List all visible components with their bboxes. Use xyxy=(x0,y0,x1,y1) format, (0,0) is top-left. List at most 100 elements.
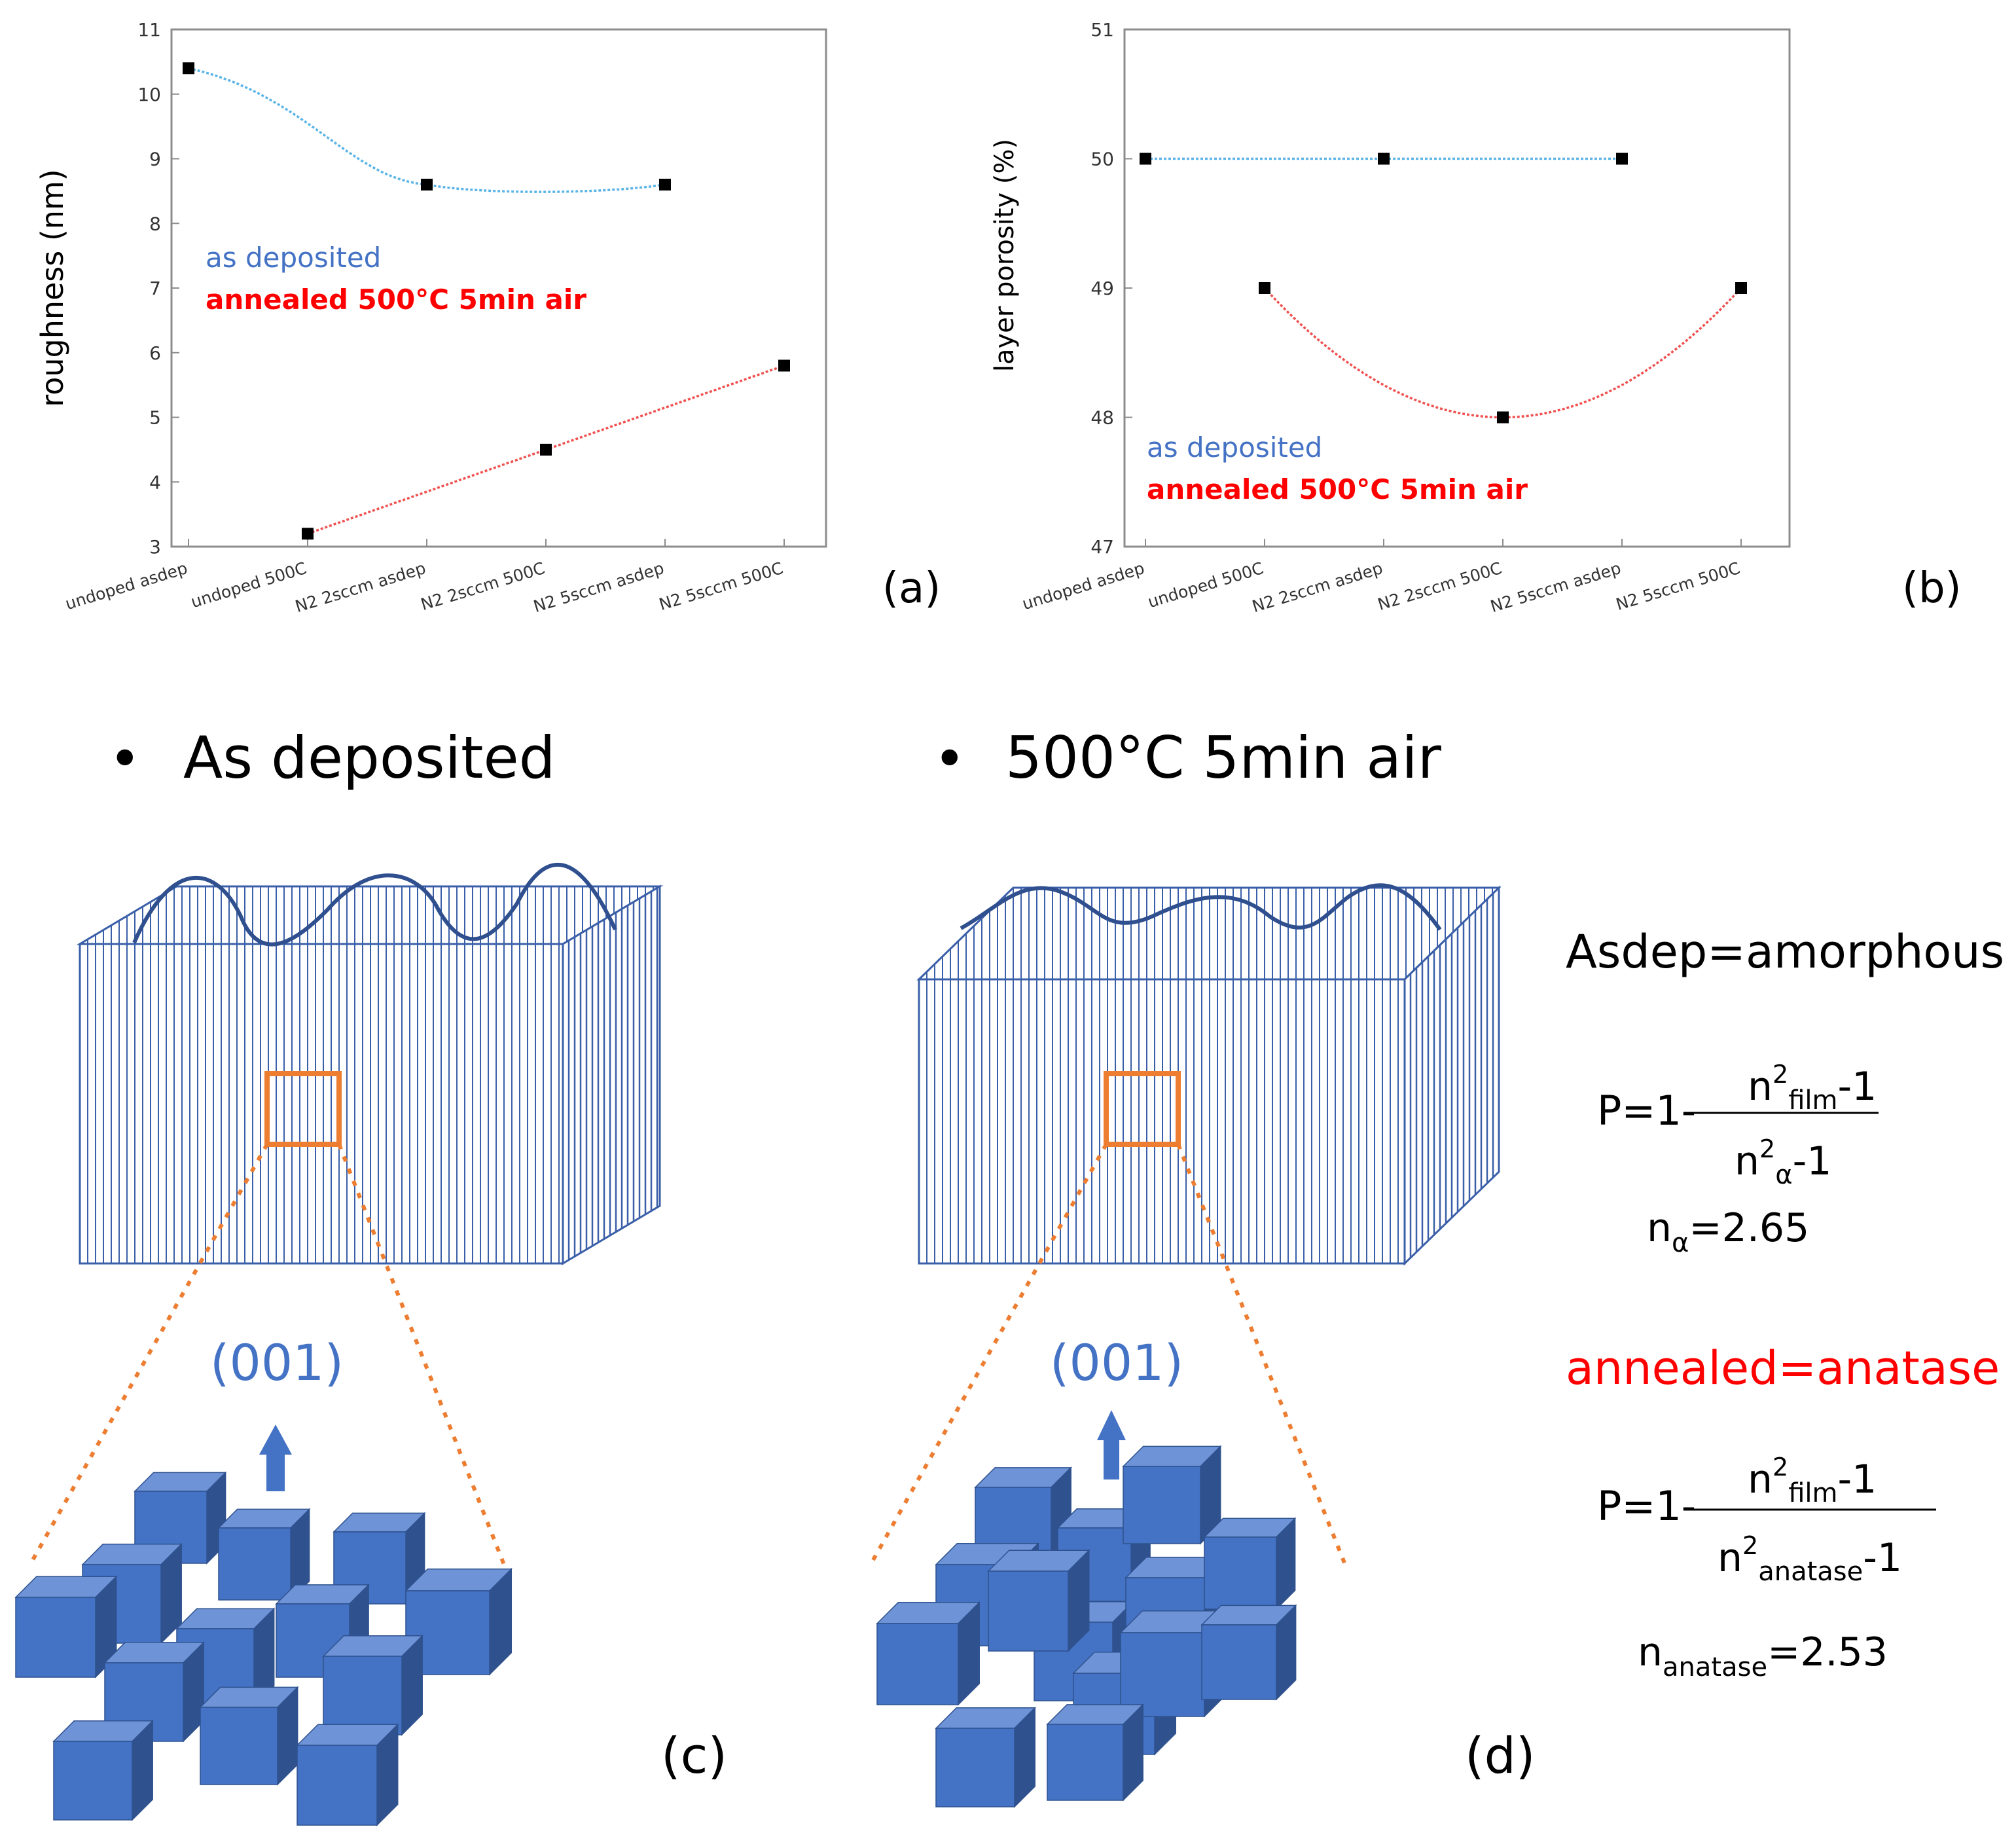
y-tick-label: 47 xyxy=(1090,536,1114,558)
smooth-surface-curve-d xyxy=(960,883,1442,931)
data-point-marker xyxy=(302,528,314,540)
data-point-marker xyxy=(1497,411,1509,424)
y-tick-label: 48 xyxy=(1090,407,1114,429)
cube-front xyxy=(200,1707,278,1785)
chart-a-roughness: roughness (nm) 3 4 5 6 7 8 9 10 11 undoped asdep… xyxy=(35,19,941,616)
data-point-marker xyxy=(540,443,552,456)
y-tick-label: 51 xyxy=(1090,19,1114,41)
data-point-marker xyxy=(421,179,433,191)
x-tick-label: N2 5sccm 500C xyxy=(657,558,785,614)
y-tick-label: 9 xyxy=(149,149,161,170)
block-front-face xyxy=(79,943,564,1265)
x-tick-label: N2 2sccm asdep xyxy=(293,558,428,616)
cube-front xyxy=(876,1623,959,1705)
y-tick-label: 11 xyxy=(137,19,161,41)
arrow-up-icon-c xyxy=(259,1425,292,1491)
y-tick-label: 50 xyxy=(1090,149,1114,170)
zoom-line-c-right xyxy=(337,1143,506,1566)
y-tick-label: 5 xyxy=(149,407,161,429)
x-tick-label: undoped asdep xyxy=(63,558,189,613)
formula1-denominator: n2α-1 xyxy=(1735,1134,1831,1190)
formula2-numerator: n2film-1 xyxy=(1748,1453,1877,1508)
cube-front xyxy=(1123,1466,1201,1544)
crystallite-cubes-d xyxy=(876,1445,1297,1808)
chart-b-y-axis-label: layer porosity (%) xyxy=(990,139,1020,372)
panel-label-d: (d) xyxy=(1465,1726,1536,1785)
bullet-d: • xyxy=(933,727,966,791)
crystallite-cubes-c xyxy=(14,1471,513,1826)
cube-front xyxy=(53,1741,133,1821)
data-point-marker xyxy=(1378,153,1390,165)
data-point-marker xyxy=(659,179,671,191)
cube-front xyxy=(323,1656,403,1735)
formula-block: Asdep=amorphous P=1- n2film-1 n2α-1 nα=2… xyxy=(1566,925,2004,1682)
x-tick-label: N2 2sccm asdep xyxy=(1250,558,1385,616)
film-block-as-deposited xyxy=(76,884,664,1265)
data-point-marker xyxy=(183,62,194,75)
x-tick-label: N2 2sccm 500C xyxy=(1375,558,1503,614)
y-tick-label: 7 xyxy=(149,278,161,299)
x-tick-label: N2 2sccm 500C xyxy=(418,558,547,614)
panel-label-a: (a) xyxy=(882,564,941,613)
rough-surface-curve-c xyxy=(132,862,617,947)
data-point-marker xyxy=(1735,282,1747,294)
cube-front xyxy=(1204,1536,1277,1610)
arrow-up-icon-d xyxy=(1097,1410,1126,1479)
series-line-0 xyxy=(188,67,666,193)
chart-b-legend-annealed: annealed 500°C 5min air xyxy=(1147,473,1528,505)
chart-b-plot-frame xyxy=(1123,28,1791,548)
y-tick-label: 6 xyxy=(149,342,161,364)
chart-a-y-axis-label: roughness (nm) xyxy=(35,169,70,407)
zoom-line-d-right xyxy=(1176,1143,1347,1566)
chart-a-legend-as-deposited: as deposited xyxy=(206,242,381,274)
cube-front xyxy=(988,1570,1069,1652)
chart-a-series xyxy=(183,62,790,540)
series-line-1 xyxy=(1263,287,1742,419)
n-anatase-value: nanatase=2.53 xyxy=(1638,1629,1888,1682)
y-tick-label: 3 xyxy=(149,536,161,558)
x-tick-label: undoped 500C xyxy=(1145,558,1266,611)
asdep-heading: Asdep=amorphous xyxy=(1566,925,2004,979)
x-tick-label: undoped 500C xyxy=(189,558,309,611)
cube-front xyxy=(15,1597,96,1678)
formula1-prefix: P=1- xyxy=(1597,1087,1696,1134)
x-tick-label: N2 5sccm asdep xyxy=(1488,558,1623,616)
panel-c-title: As deposited xyxy=(183,724,556,791)
data-point-marker xyxy=(1616,153,1628,165)
chart-a-legend-annealed: annealed 500°C 5min air xyxy=(206,283,586,316)
x-tick-label: N2 5sccm asdep xyxy=(531,558,666,616)
y-tick-label: 4 xyxy=(149,471,161,493)
n-alpha-value: nα=2.65 xyxy=(1647,1205,1809,1258)
formula1-numerator: n2film-1 xyxy=(1748,1060,1877,1116)
cube-front xyxy=(1120,1632,1205,1717)
zoom-line-c-left xyxy=(28,1143,269,1566)
chart-b-series xyxy=(1140,153,1747,424)
data-point-marker xyxy=(1259,282,1270,294)
y-tick-label: 10 xyxy=(137,84,161,105)
cube-front xyxy=(297,1745,378,1826)
data-point-marker xyxy=(1140,153,1151,165)
chart-b-porosity: layer porosity (%) 47 48 49 50 51 undoped as… xyxy=(990,19,1962,616)
direction-label-c: (001) xyxy=(210,1334,344,1392)
highlight-box-c xyxy=(264,1071,342,1147)
direction-label-d: (001) xyxy=(1050,1334,1183,1392)
annealed-heading: annealed=anatase xyxy=(1566,1341,2000,1395)
data-point-marker xyxy=(778,359,790,372)
bullet-c: • xyxy=(109,727,141,791)
highlight-box-d xyxy=(1104,1071,1181,1147)
panel-d-title: 500°C 5min air xyxy=(1005,724,1442,791)
chart-b-legend-as-deposited: as deposited xyxy=(1147,431,1322,463)
film-block-annealed xyxy=(916,885,1502,1266)
x-tick-label: undoped asdep xyxy=(1020,558,1146,613)
y-tick-label: 49 xyxy=(1090,278,1114,299)
y-tick-label: 8 xyxy=(149,213,161,234)
formula2-prefix: P=1- xyxy=(1597,1482,1696,1530)
chart-b-y-ticks: 47 48 49 50 51 xyxy=(1090,19,1132,558)
formula2-denominator: n2anatase-1 xyxy=(1718,1531,1902,1587)
cube-front xyxy=(218,1527,291,1601)
zoom-line-d-left xyxy=(869,1143,1108,1566)
cube-front xyxy=(1047,1724,1124,1801)
